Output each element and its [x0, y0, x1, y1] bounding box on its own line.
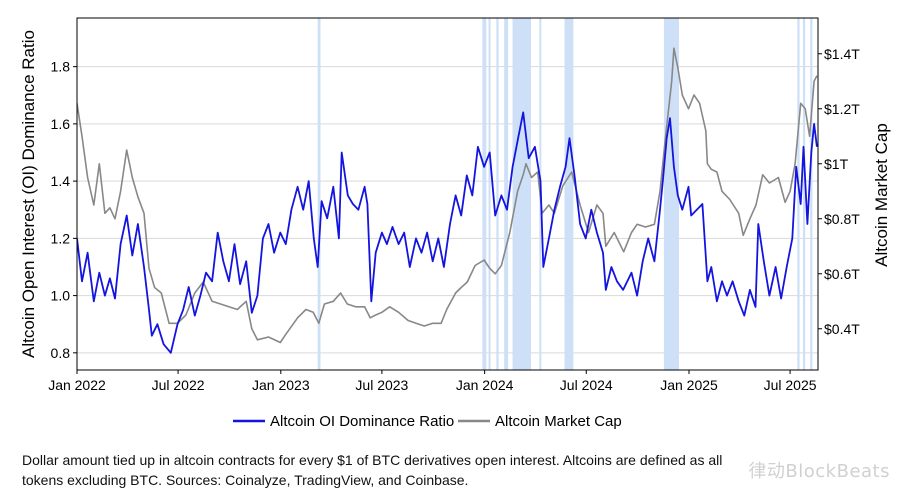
series-line-market-cap [77, 47, 818, 344]
highlight-band-1 [482, 18, 487, 370]
y-right-tick-label-4: $1.2T [824, 101, 860, 117]
highlight-band-8 [663, 18, 679, 370]
y-left-tick-label-4: 1.6 [51, 116, 71, 132]
plot-frame [76, 17, 819, 371]
series-line-oi-dominance [77, 111, 818, 354]
x-tick-label-2: Jan 2023 [252, 377, 310, 393]
y-left-tick-label-3: 1.4 [51, 173, 71, 189]
x-tick-label-0: Jan 2022 [48, 377, 106, 393]
highlight-band-3 [496, 18, 499, 370]
y-left-tick-label-5: 1.8 [51, 59, 71, 75]
y-right-tick-label-5: $1.4T [824, 46, 860, 62]
highlight-band-5 [512, 18, 531, 370]
highlight-band-10 [802, 18, 806, 370]
axis-ticks: Jan 2022 Jul 2022 Jan 2023 Jul 2023 Jan 2024… [48, 46, 860, 393]
y-left-tick-label-1: 1.0 [51, 288, 71, 304]
legend: Altcoin OI Dominance Ratio Altcoin Marke… [233, 413, 622, 430]
x-tick-label-5: Jul 2024 [560, 377, 613, 393]
highlight-band-0 [317, 18, 321, 370]
chart-caption: Dollar amount tied up in altcoin contrac… [22, 452, 723, 488]
x-tick-label-1: Jul 2022 [152, 377, 205, 393]
y-left-tick-label-2: 1.2 [51, 230, 71, 246]
highlight-band-11 [810, 18, 813, 370]
highlight-band-2 [488, 18, 491, 370]
y-right-tick-label-0: $0.4T [824, 321, 860, 337]
chart-svg: Jan 2022 Jul 2022 Jan 2023 Jul 2023 Jan 2024… [19, 17, 891, 430]
x-tick-label-3: Jul 2023 [355, 377, 408, 393]
highlight-bands [317, 18, 813, 370]
y-right-tick-label-3: $1T [824, 156, 849, 172]
y-axis-right-title: Altcoin Market Cap [872, 123, 891, 267]
watermark-logo: 律动BlockBeats [748, 461, 890, 482]
legend-label-market-cap: Altcoin Market Cap [495, 413, 622, 430]
y-left-tick-label-0: 0.8 [51, 345, 71, 361]
y-right-tick-label-2: $0.8T [824, 211, 860, 227]
x-tick-label-6: Jan 2025 [660, 377, 718, 393]
x-tick-label-7: Jul 2025 [764, 377, 817, 393]
x-tick-label-4: Jan 2024 [456, 377, 514, 393]
highlight-band-7 [564, 18, 574, 370]
series-lines [77, 47, 818, 354]
y-axis-left-title: Altcoin Open Interest (OI) Dominance Rat… [19, 30, 38, 358]
y-right-tick-label-1: $0.6T [824, 266, 860, 282]
legend-label-oi-dominance: Altcoin OI Dominance Ratio [270, 413, 454, 430]
highlight-band-9 [797, 18, 800, 370]
highlight-band-4 [504, 18, 509, 370]
